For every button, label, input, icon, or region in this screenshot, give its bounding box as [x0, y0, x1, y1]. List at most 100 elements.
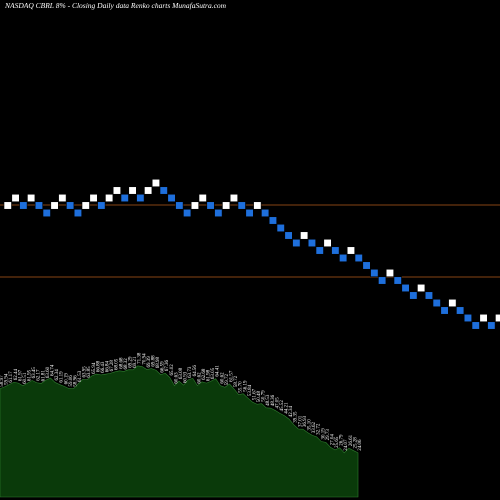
renko-brick-up	[495, 313, 500, 323]
price-profile-label: 63.05	[211, 367, 216, 379]
renko-brick-down	[471, 321, 480, 330]
renko-brick-up	[385, 268, 395, 278]
renko-brick-down	[34, 201, 44, 210]
renko-brick-down	[19, 201, 28, 210]
renko-brick-up	[3, 201, 12, 210]
price-profile-label: 59.94	[5, 373, 10, 385]
renko-brick-down	[339, 253, 348, 263]
price-profile-label: 62.34	[55, 369, 60, 381]
price-profile-label: 68.05	[115, 358, 120, 370]
chart-title: NASDAQ CBRL 8% - Closing Daily data Renk…	[4, 1, 227, 10]
price-profile-label: 69.21	[133, 356, 138, 368]
price-profile-label: 58.96	[73, 375, 78, 387]
price-profile-label: 63.85	[87, 366, 92, 378]
price-profile-area-shape	[0, 365, 359, 498]
price-profile-label: 56.19	[243, 380, 248, 392]
price-profile-label: 25.28	[353, 437, 358, 449]
renko-brick-up	[417, 283, 426, 293]
renko-brick-up	[27, 193, 36, 203]
price-profile-label: 63.95	[83, 366, 88, 378]
renko-brick-down	[159, 186, 168, 195]
renko-brick-down	[237, 201, 246, 210]
price-profile-label: 29.73	[326, 429, 331, 441]
price-profile-label: 69.39	[147, 356, 152, 368]
price-profile-label: 42.34	[289, 405, 294, 417]
price-profile-label: 37.01	[298, 415, 303, 427]
renko-brick-down	[378, 276, 387, 285]
price-profile-label: 63.73	[188, 366, 193, 378]
renko-brick-down	[354, 253, 363, 263]
renko-brick-down	[463, 313, 473, 323]
renko-brick-down	[440, 306, 449, 315]
price-profile-label: 66.84	[106, 360, 111, 372]
price-profile-label: 67.36	[165, 359, 170, 371]
renko-brick-down	[261, 208, 270, 218]
price-profile-label: 64.41	[216, 365, 221, 377]
price-profile-label: 61.53	[78, 370, 83, 382]
renko-brick-down	[120, 193, 129, 203]
renko-brick-down	[370, 268, 379, 278]
renko-brick-down	[136, 193, 145, 203]
renko-brick-up	[229, 193, 238, 203]
price-profile-label: 62.44	[14, 369, 19, 381]
renko-brick-down	[175, 201, 184, 210]
price-profile-label: 47.05	[275, 397, 280, 409]
price-profile-label: 60.62	[197, 372, 202, 384]
price-profile-label: 39.35	[294, 411, 299, 423]
price-profile-label: 61.98	[207, 369, 212, 381]
price-profile-label: 66.59	[161, 361, 166, 373]
price-profile-label: 60.93	[184, 371, 189, 383]
price-profile-label: 69.29	[129, 356, 134, 368]
renko-brick-down	[307, 238, 317, 248]
renko-brick-down	[401, 283, 410, 293]
renko-brick-down	[167, 193, 176, 203]
price-profile-label: 24.06	[358, 439, 363, 451]
renko-brick-up	[89, 193, 98, 203]
renko-bricks	[3, 178, 500, 330]
renko-brick-down	[206, 201, 215, 210]
price-profile-label: 50.79	[262, 390, 267, 402]
renko-brick-up	[479, 313, 488, 323]
renko-brick-up	[128, 186, 137, 195]
price-profile-label: 61.19	[60, 371, 65, 383]
price-profile-label: 63.60	[46, 366, 51, 378]
price-profile-label: 61.95	[28, 369, 33, 381]
renko-brick-down	[268, 216, 278, 225]
renko-brick-down	[362, 261, 371, 270]
price-profile-label: 67.28	[110, 360, 115, 372]
renko-brick-down	[456, 306, 465, 315]
renko-brick-down	[409, 291, 418, 300]
renko-brick-down	[183, 208, 192, 218]
renko-brick-down	[276, 223, 285, 233]
renko-brick-down	[432, 298, 441, 308]
renko-brick-down	[245, 208, 254, 218]
price-profile-label: 55.70	[239, 381, 244, 393]
price-profile-label: 50.48	[257, 390, 262, 402]
price-profile-label: 68.98	[156, 357, 161, 369]
renko-brick-up	[323, 238, 332, 248]
renko-brick-up	[58, 193, 67, 203]
price-profile-label: 26.79	[340, 434, 345, 446]
price-profile-label: 70.94	[142, 353, 147, 365]
price-profile-label: 58.97	[0, 375, 5, 387]
price-profile-label: 66.43	[101, 361, 106, 373]
renko-brick-down	[284, 231, 293, 240]
renko-brick-up	[253, 201, 262, 210]
price-profile-label: 64.56	[193, 365, 198, 377]
price-profile-label: 48.53	[266, 394, 271, 406]
price-profile-label: 63.08	[179, 367, 184, 379]
price-profile-label: 60.62	[220, 372, 225, 384]
renko-brick-up	[222, 201, 231, 210]
price-profile-label: 65.94	[92, 362, 97, 374]
price-profile-label: 65.02	[170, 364, 175, 376]
renko-brick-up	[198, 193, 207, 203]
price-profile-area	[0, 365, 359, 498]
renko-brick-up	[81, 201, 90, 210]
renko-brick-up	[11, 193, 20, 203]
renko-brick-down	[315, 246, 324, 255]
renko-brick-up	[112, 186, 121, 195]
price-profile-label: 51.67	[252, 388, 257, 400]
renko-brick-down	[214, 208, 223, 218]
price-profile-label: 68.32	[124, 358, 129, 370]
